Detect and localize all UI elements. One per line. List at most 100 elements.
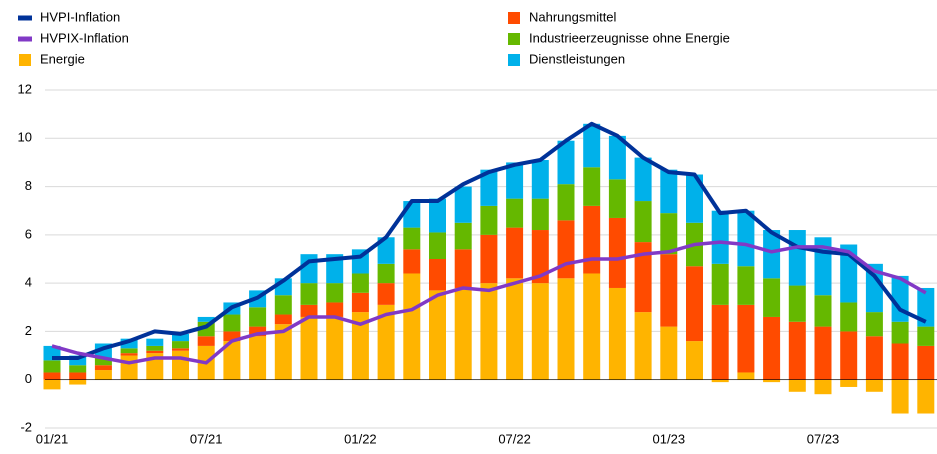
bar-segment — [763, 316, 781, 380]
bar-segment — [146, 338, 164, 346]
bar-segment — [531, 160, 549, 199]
bar-segment — [814, 379, 832, 395]
bar-segment — [429, 232, 446, 259]
bar-segment — [634, 312, 652, 380]
bar-segment — [120, 338, 138, 349]
bar-segment — [69, 379, 87, 385]
bar-segment — [737, 266, 755, 305]
bar-segment — [557, 278, 575, 380]
bar-segment — [557, 140, 575, 185]
bar-segment — [865, 263, 883, 313]
x-tick-label: 07/21 — [190, 431, 223, 446]
bar-segment — [917, 379, 935, 414]
bar-segment — [377, 304, 395, 380]
bar-segment — [454, 186, 472, 223]
bar-segment — [865, 312, 883, 337]
legend-label: HVPI-Inflation — [40, 9, 120, 24]
bar-segment — [403, 249, 421, 274]
x-tick-label: 01/23 — [653, 431, 686, 446]
bar-segment — [506, 162, 524, 199]
bar-segment — [223, 331, 241, 342]
bar-segment — [891, 343, 909, 380]
bar-segment — [531, 283, 549, 380]
bar-segment — [711, 304, 729, 380]
bar-segment — [583, 205, 601, 274]
bar-segment — [300, 304, 318, 317]
bar-segment — [480, 169, 498, 206]
bar-segment — [403, 227, 421, 250]
bar-segment — [172, 348, 189, 351]
bar-segment — [120, 355, 138, 380]
series-line — [51, 240, 927, 365]
bar-segment — [429, 290, 446, 380]
legend-line — [18, 15, 32, 21]
bar-segment — [172, 333, 189, 342]
bar-segment — [634, 242, 652, 313]
bar-segment — [300, 316, 318, 380]
legend-swatch — [508, 12, 520, 24]
legend-swatch — [508, 54, 520, 66]
bar-segment — [454, 249, 472, 288]
bar-segment — [865, 379, 883, 392]
bar-segment — [660, 254, 678, 327]
bar-segment — [865, 336, 883, 380]
bar-segment — [146, 350, 164, 354]
bar-segment — [480, 234, 498, 284]
legend-label: Energie — [40, 51, 85, 66]
bar-segment — [403, 273, 421, 380]
bar-segment — [69, 365, 87, 373]
bar-segment — [249, 307, 267, 327]
legend-line — [18, 36, 32, 42]
bar-segment — [788, 321, 806, 380]
bar-segment — [840, 379, 858, 387]
bar-segment — [840, 331, 858, 380]
bar-segment — [377, 283, 395, 305]
bar-segment — [429, 198, 446, 233]
y-tick-label: 4 — [25, 275, 32, 290]
bar-segment — [274, 295, 292, 315]
bar-segment — [300, 283, 318, 305]
bar-segment — [506, 278, 524, 380]
bar-segment — [737, 372, 755, 380]
bar-segment — [249, 326, 267, 337]
bar-segment — [660, 169, 678, 214]
bar-segment — [557, 184, 575, 221]
bar-segment — [172, 341, 189, 349]
bar-segment — [737, 304, 755, 373]
bar-segment — [351, 292, 369, 313]
bar-segment — [531, 198, 549, 231]
bar-segment — [326, 283, 344, 303]
bar-segment — [891, 321, 909, 344]
bar-segment — [763, 230, 781, 279]
bar-segment — [43, 360, 61, 373]
bar-segment — [763, 278, 781, 317]
bar-segment — [608, 135, 626, 180]
y-tick-label: 10 — [18, 130, 32, 145]
bar-segment — [326, 316, 344, 380]
bar-segment — [814, 326, 832, 380]
bar-segment — [223, 314, 241, 332]
bar-segment — [326, 254, 344, 284]
bar-segment — [43, 379, 61, 390]
bar-segment — [506, 198, 524, 228]
bar-segment — [197, 316, 215, 322]
bar-segment — [763, 379, 781, 383]
bar-segment — [634, 157, 652, 202]
bar-segment — [840, 302, 858, 332]
bar-segment — [94, 357, 112, 366]
bar-segment — [480, 283, 498, 380]
bar-segment — [69, 372, 87, 380]
bar-segment — [531, 230, 549, 284]
x-tick-label: 01/21 — [36, 431, 69, 446]
bar-segment — [660, 213, 678, 255]
bar-segment — [634, 201, 652, 243]
bar-segment — [146, 345, 164, 351]
x-tick-label: 01/22 — [344, 431, 377, 446]
bar-segment — [43, 372, 61, 380]
bar-segment — [891, 379, 909, 414]
bar-segment — [711, 210, 729, 264]
bar-segment — [608, 287, 626, 380]
bar-segment — [249, 336, 267, 380]
bar-segment — [274, 324, 292, 380]
